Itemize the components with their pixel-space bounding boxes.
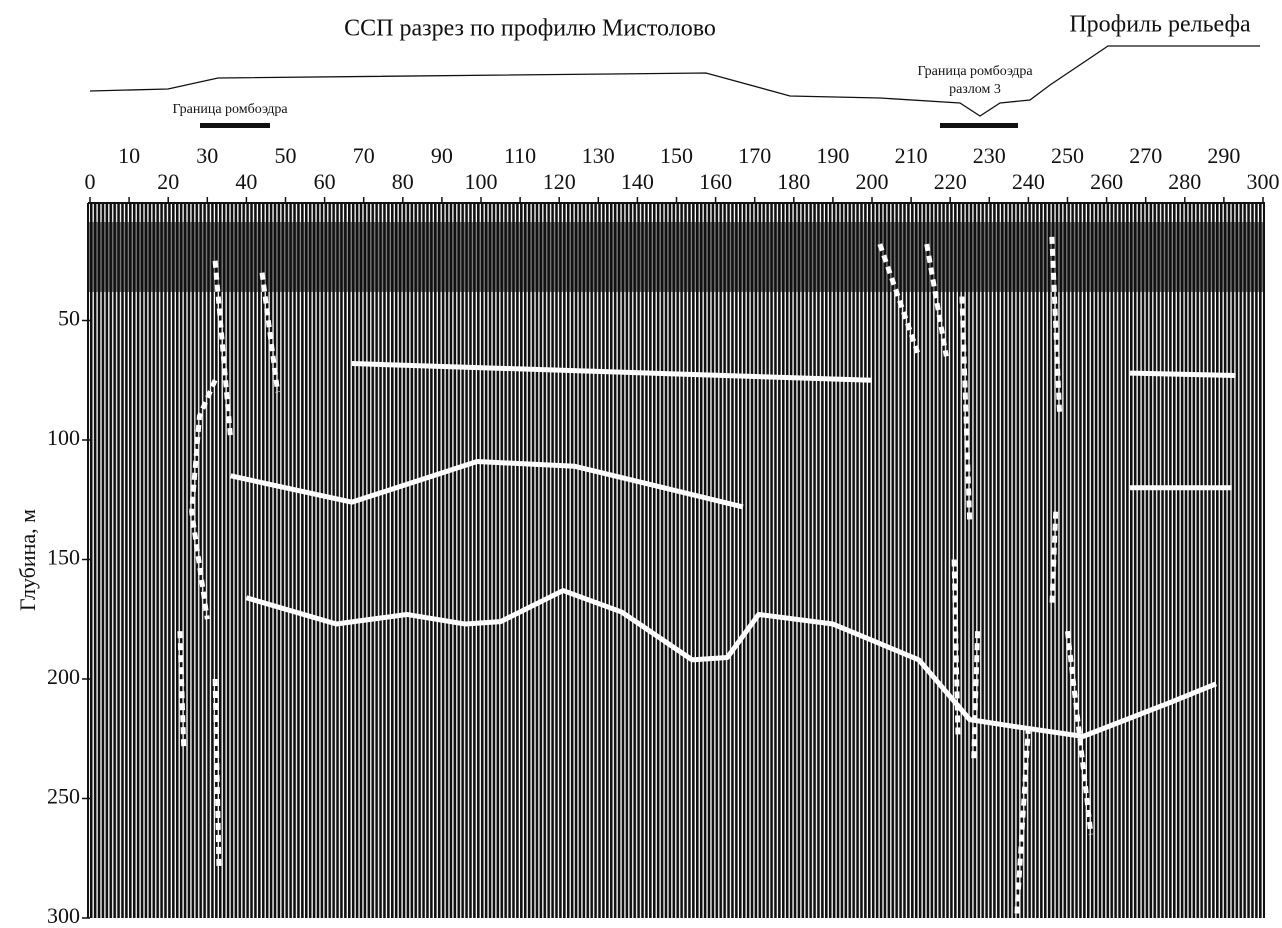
annotation: Граница ромбоэдра: [172, 102, 288, 117]
y-tick-label: 50: [58, 306, 80, 331]
figure: ССП разрез по профилю Мистолово Профиль …: [0, 0, 1282, 928]
x-tick-label: 290: [1207, 143, 1240, 168]
y-axis-label: Глубина, м: [15, 509, 40, 611]
near-surface-band: [88, 222, 1265, 292]
boundary-bar: [200, 123, 270, 128]
relief-label: Профиль рельефа: [1069, 12, 1251, 38]
x-tick-label: 300: [1247, 169, 1280, 194]
x-tick-label: 90: [431, 143, 453, 168]
x-tick-label: 40: [235, 169, 257, 194]
x-tick-label: 150: [660, 143, 693, 168]
x-tick-label: 70: [353, 143, 375, 168]
x-tick-label: 230: [973, 143, 1006, 168]
x-tick-label: 80: [392, 169, 414, 194]
x-tick-label: 130: [582, 143, 615, 168]
x-tick-label: 120: [543, 169, 576, 194]
x-tick-label: 100: [465, 169, 498, 194]
x-tick-label: 30: [196, 143, 218, 168]
y-tick-label: 100: [47, 425, 80, 450]
x-tick-label: 260: [1090, 169, 1123, 194]
x-tick-label: 180: [777, 169, 810, 194]
x-tick-label: 250: [1051, 143, 1084, 168]
y-tick-label: 250: [47, 784, 80, 809]
x-tick-label: 210: [895, 143, 928, 168]
x-tick-label: 200: [856, 169, 889, 194]
y-tick-label: 150: [47, 545, 80, 570]
x-tick-label: 220: [934, 169, 967, 194]
x-tick-label: 190: [816, 143, 849, 168]
x-tick-label: 280: [1168, 169, 1201, 194]
x-tick-label: 10: [118, 143, 140, 168]
x-tick-label: 240: [1012, 169, 1045, 194]
x-tick-label: 270: [1129, 143, 1162, 168]
x-tick-label: 0: [85, 169, 96, 194]
x-tick-label: 170: [738, 143, 771, 168]
y-tick-label: 300: [47, 903, 80, 928]
x-tick-label: 50: [275, 143, 297, 168]
horizon: [1130, 373, 1236, 375]
x-tick-label: 160: [699, 169, 732, 194]
x-tick-label: 140: [621, 169, 654, 194]
x-tick-label: 60: [314, 169, 336, 194]
x-tick-label: 110: [504, 143, 536, 168]
title: ССП разрез по профилю Мистолово: [344, 16, 716, 42]
annotation: Граница ромбоэдра: [917, 64, 1033, 79]
y-tick-label: 200: [47, 664, 80, 689]
page: ССП разрез по профилю Мистолово Профиль …: [0, 0, 1282, 928]
x-tick-label: 20: [157, 169, 179, 194]
annotation: разлом 3: [949, 82, 1001, 97]
boundary-bar: [940, 123, 1018, 128]
